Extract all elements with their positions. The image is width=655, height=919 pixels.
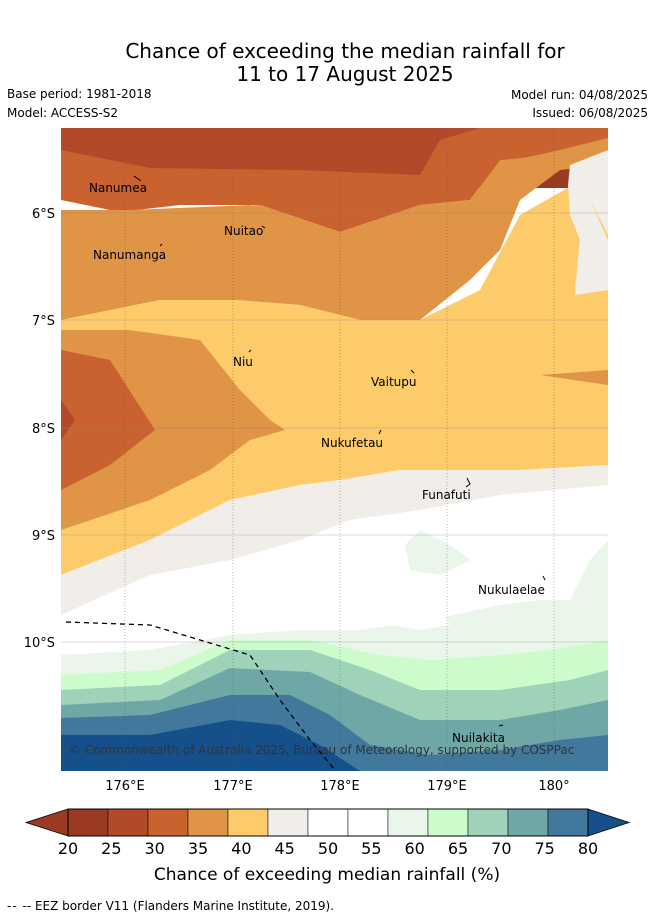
colorbar-tick-label: 55 (361, 839, 381, 858)
colorbar-swatch (267, 808, 309, 837)
lat-tick-7s: 7°S (32, 314, 55, 329)
island-label-nukulaelae: Nukulaelae (478, 583, 545, 597)
island-shapes (133, 175, 546, 727)
model-name: Model: ACCESS-S2 (7, 106, 119, 120)
lat-tick-10s: 10°S (24, 636, 55, 651)
colorbar-tick-label: 30 (144, 839, 164, 858)
colorbar-tick-label: 65 (448, 839, 468, 858)
colorbar-tick-label: 45 (274, 839, 294, 858)
colorbar-tick-label: 80 (578, 839, 598, 858)
eez-legend-text: -- EEZ border V11 (Flanders Marine Insti… (22, 899, 335, 913)
lon-tick-177e: 177°E (213, 779, 253, 794)
colorbar-under-arrow (24, 808, 69, 837)
model-run: Model run: 04/08/2025 (510, 88, 648, 102)
copyright-notice: © Commonwealth of Australia 2025, Bureau… (69, 743, 574, 757)
colorbar-swatch (187, 808, 229, 837)
colorbar-tick-label: 40 (231, 839, 251, 858)
lon-tick-176e: 176°E (105, 779, 145, 794)
eez-legend: -- -- EEZ border V11 (Flanders Marine In… (7, 899, 334, 913)
colorbar-tick-label: 20 (58, 839, 78, 858)
lon-tick-180: 180° (538, 779, 569, 794)
island-label-niu: Niu (233, 355, 253, 369)
island-label-funafuti: Funafuti (422, 488, 471, 502)
lon-tick-178e: 178°E (320, 779, 360, 794)
colorbar-tick-label: 70 (491, 839, 511, 858)
colorbar-swatch (147, 808, 189, 837)
colorbar-swatch (387, 808, 429, 837)
colorbar-tick-label: 60 (404, 839, 424, 858)
colorbar-swatch (107, 808, 149, 837)
eez-legend-dash: -- (7, 899, 23, 913)
issued-date: Issued: 06/08/2025 (532, 106, 648, 120)
colorbar-swatch (307, 808, 349, 837)
graticule (124, 128, 555, 771)
island-label-nukufetau: Nukufetau (321, 436, 383, 450)
colorbar-swatch (227, 808, 269, 837)
lon-tick-179e: 179°E (427, 779, 467, 794)
lat-tick-8s: 8°S (32, 422, 55, 437)
contour-fill (61, 128, 608, 771)
island-label-vaitupu: Vaitupu (371, 375, 417, 389)
colorbar-tick-label: 50 (318, 839, 338, 858)
colorbar-swatch (67, 808, 109, 837)
island-label-nuitao: Nuitao (224, 224, 263, 238)
island-label-nanumea: Nanumea (89, 181, 147, 195)
island-label-nuilakita: Nuilakita (452, 731, 505, 745)
colorbar-swatch (547, 808, 589, 837)
colorbar-tick-label: 35 (188, 839, 208, 858)
title-line-1: Chance of exceeding the median rainfall … (125, 39, 565, 63)
colorbar-swatch (427, 808, 469, 837)
eez-border (65, 621, 336, 771)
colorbar-border (67, 808, 589, 837)
colorbar-swatch (347, 808, 389, 837)
colorbar: 20 25 30 35 40 45 50 55 60 65 70 75 80 (24, 808, 631, 858)
colorbar-swatch (507, 808, 549, 837)
colorbar-tick-label: 75 (534, 839, 554, 858)
colorbar-tick-label: 25 (101, 839, 121, 858)
colorbar-swatch (467, 808, 509, 837)
title-line-2: 11 to 17 August 2025 (236, 62, 454, 86)
lat-tick-6s: 6°S (32, 207, 55, 222)
colorbar-over-arrow (587, 808, 631, 837)
lat-tick-9s: 9°S (32, 529, 55, 544)
island-label-nanumanga: Nanumanga (93, 248, 166, 262)
colorbar-label: Chance of exceeding median rainfall (%) (154, 865, 500, 885)
base-period: Base period: 1981-2018 (7, 87, 152, 101)
